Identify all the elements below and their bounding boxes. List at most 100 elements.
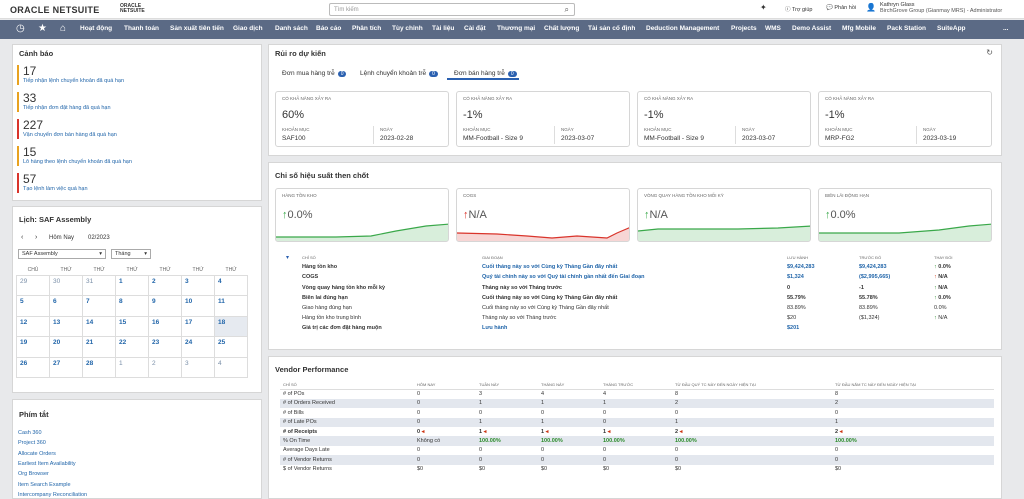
expand-icon[interactable]: ▾: [286, 254, 290, 261]
calendar-day[interactable]: 28: [82, 356, 116, 378]
calendar-day[interactable]: 22: [115, 336, 149, 358]
view-select[interactable]: Tháng ▾: [111, 249, 151, 259]
alert-item[interactable]: 15 Lô hàng theo lệnh chuyển khoản đã quá …: [17, 146, 132, 166]
vendor-row[interactable]: # of POs 0 3 4 4 8 8: [280, 389, 994, 398]
calendar-day[interactable]: 3: [181, 274, 215, 296]
kpi-row[interactable]: Biên lai đúng hạn Cuối tháng này so với C…: [283, 293, 995, 303]
calendar-day[interactable]: 1: [115, 356, 149, 378]
calendar-day[interactable]: 2: [148, 356, 182, 378]
calendar-day[interactable]: 23: [148, 336, 182, 358]
kpi-period[interactable]: Cuối tháng này so với Cùng kỳ Tháng Gần …: [482, 264, 618, 271]
kpi-row[interactable]: Hàng tồn kho trung bình Tháng này so với …: [283, 313, 995, 323]
calendar-day[interactable]: 4: [214, 356, 248, 378]
calendar-select[interactable]: SAF Assembly ▾: [18, 249, 106, 259]
kpi-period[interactable]: Quý tài chính này so với Quý tài chính g…: [482, 274, 645, 281]
nav-item[interactable]: Báo cáo: [316, 25, 342, 32]
user-menu[interactable]: Kathryn Glass BirchGrove Group (Gianmay …: [880, 2, 1003, 14]
nav-item[interactable]: Mfg Mobile: [842, 25, 876, 32]
vendor-row[interactable]: % On Time Không có 100.00% 100.00% 100.00% 10…: [280, 436, 994, 446]
calendar-day[interactable]: 2: [148, 274, 182, 296]
calendar-day[interactable]: 24: [181, 336, 215, 358]
alert-label[interactable]: Tiếp nhận lệnh chuyển khoản đã quá hạn: [23, 78, 125, 84]
kpi-card[interactable]: COGS ↑N/A: [456, 188, 630, 242]
calendar-day[interactable]: 14: [82, 315, 116, 337]
calendar-day[interactable]: 26: [16, 356, 50, 378]
shortcut-link[interactable]: Allocate Orders: [18, 450, 56, 457]
risk-tab[interactable]: Đơn mua hàng trễ 0: [282, 70, 347, 77]
kpi-row[interactable]: Giá trị các đơn đặt hàng muộn Lưu hành $20…: [283, 323, 995, 333]
vendor-row[interactable]: # of Bills 0 0 0 0 0 0: [280, 408, 994, 417]
vendor-row[interactable]: # of Late POs 0 1 1 0 1 1: [280, 417, 994, 427]
calendar-day[interactable]: 4: [214, 274, 248, 296]
shortcut-link[interactable]: Cash 360: [18, 430, 42, 436]
feedback-link[interactable]: 💬 Phản hồi: [826, 5, 857, 11]
recent-records-icon[interactable]: ◷: [16, 23, 25, 34]
kpi-card[interactable]: BIÊN LÃI ĐỘNG HẠN ↑0.0%: [818, 188, 992, 242]
alert-item[interactable]: 33 Tiếp nhận đơn đặt hàng đã quá hạn: [17, 92, 111, 112]
nav-item[interactable]: Projects: [731, 25, 757, 32]
nav-item[interactable]: Demo Assist: [792, 25, 832, 32]
calendar-day[interactable]: 17: [181, 315, 215, 337]
kpi-row[interactable]: Vòng quay hàng tồn kho mỗi kỳ Tháng này s…: [283, 283, 995, 293]
prev-month-button[interactable]: ‹: [21, 234, 24, 241]
risk-card[interactable]: CÓ KHẢ NĂNG XẢY RA 60% KHOẢN MỤC SAF100 NGÀY…: [275, 91, 449, 147]
calendar-day[interactable]: 25: [214, 336, 248, 358]
risk-tab[interactable]: Đơn bán hàng trễ 0: [454, 70, 517, 77]
calendar-day[interactable]: 11: [214, 295, 248, 317]
favorites-star-icon[interactable]: ★: [38, 23, 47, 34]
vendor-row[interactable]: # of Receipts 0 ◂ 1 ◂ 1 ◂ 1 ◂ 2 ◂ 2 ◂: [280, 427, 994, 436]
nav-item[interactable]: SuiteApp: [937, 25, 966, 32]
nav-item[interactable]: Tài sản cố định: [588, 25, 636, 32]
risk-card[interactable]: CÓ KHẢ NĂNG XẢY RA -1% KHOẢN MỤC MM-Footbal…: [637, 91, 811, 147]
calendar-day[interactable]: 15: [115, 315, 149, 337]
calendar-day[interactable]: 6: [49, 295, 83, 317]
kpi-row[interactable]: Hàng tồn kho Cuối tháng này so với Cùng k…: [283, 262, 995, 272]
next-month-button[interactable]: ›: [35, 234, 38, 241]
shortcut-link[interactable]: Intercompany Reconciliation: [18, 491, 88, 498]
calendar-day[interactable]: 18: [214, 315, 248, 337]
kpi-row[interactable]: Giao hàng đúng hạn Cuối tháng này so với …: [283, 303, 995, 313]
calendar-day[interactable]: 9: [148, 295, 182, 317]
calendar-day[interactable]: 7: [82, 295, 116, 317]
global-search-input[interactable]: Tìm kiếm ⌕: [329, 3, 575, 16]
vendor-row[interactable]: $ of Vendor Returns $0 $0 $0 $0 $0 $0: [280, 465, 994, 474]
alert-item[interactable]: 57 Tạo lệnh làm việc quá hạn: [17, 173, 88, 193]
calendar-day[interactable]: 1: [115, 274, 149, 296]
alert-item[interactable]: 17 Tiếp nhận lệnh chuyển khoản đã quá hạn: [17, 65, 124, 85]
calendar-day[interactable]: 8: [115, 295, 149, 317]
nav-item[interactable]: Giao dịch: [233, 25, 263, 32]
calendar-day[interactable]: 31: [82, 274, 116, 296]
kpi-row[interactable]: COGS Quý tài chính này so với Quý tài chí…: [283, 272, 995, 282]
nav-item[interactable]: WMS: [765, 25, 781, 32]
shortcut-link[interactable]: Earliest Item Availability: [18, 460, 76, 467]
nav-item[interactable]: Danh sách: [275, 25, 308, 32]
kpi-period[interactable]: Lưu hành: [482, 325, 508, 332]
search-icon[interactable]: ⌕: [564, 5, 569, 14]
calendar-day[interactable]: 3: [181, 356, 215, 378]
help-link[interactable]: ⓘ Trợ giúp: [785, 7, 813, 13]
shortcut-link[interactable]: Org Browser: [18, 471, 49, 478]
calendar-day[interactable]: 19: [16, 336, 50, 358]
calendar-day[interactable]: 27: [49, 356, 83, 378]
alert-item[interactable]: 227 Vận chuyển đơn bán hàng đã quá hạn: [17, 119, 117, 139]
user-icon[interactable]: 👤: [866, 3, 876, 12]
risk-tab[interactable]: Lệnh chuyển khoản trễ 0: [360, 70, 438, 77]
calendar-day[interactable]: 13: [49, 315, 83, 337]
calendar-day[interactable]: 10: [181, 295, 215, 317]
calendar-day[interactable]: 16: [148, 315, 182, 337]
nav-item[interactable]: Phân tích: [352, 25, 382, 32]
today-button[interactable]: Hôm Nay: [49, 235, 75, 241]
nav-item[interactable]: Tài liệu: [432, 25, 455, 32]
nav-item[interactable]: Hoạt động: [80, 25, 113, 32]
alert-label[interactable]: Tạo lệnh làm việc quá hạn: [23, 186, 88, 192]
alert-label[interactable]: Lô hàng theo lệnh chuyển khoản đã quá hạ…: [23, 159, 132, 165]
shortcut-link[interactable]: Project 360: [18, 440, 46, 447]
nav-item[interactable]: Deduction Management: [646, 25, 720, 32]
nav-item[interactable]: Cài đặt: [464, 25, 486, 32]
refresh-icon[interactable]: ↻: [986, 48, 993, 57]
calendar-day[interactable]: 21: [82, 336, 116, 358]
alert-label[interactable]: Vận chuyển đơn bán hàng đã quá hạn: [23, 132, 117, 138]
calendar-day[interactable]: 20: [49, 336, 83, 358]
nav-item[interactable]: Thương mại: [497, 25, 536, 32]
nav-item[interactable]: Sản xuất tiên tiến: [170, 25, 224, 32]
